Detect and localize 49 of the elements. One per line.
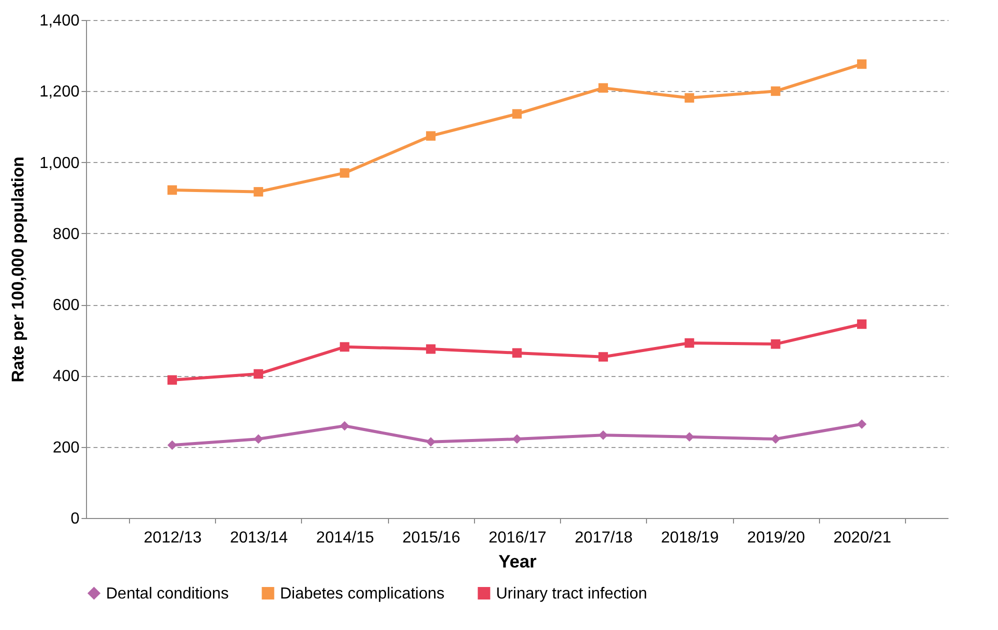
point: [167, 375, 177, 385]
y-tick-label: 600: [52, 297, 80, 314]
y-tick-label: 1,400: [39, 12, 80, 30]
y-tick-label: 200: [52, 439, 80, 456]
y-tick-label: 1,200: [39, 84, 80, 101]
point: [340, 168, 350, 178]
point: [770, 339, 780, 349]
point: [512, 348, 522, 358]
point: [340, 421, 350, 431]
x-tick-label: 2020/21: [833, 530, 892, 546]
x-tick-label: 2018/19: [660, 530, 719, 546]
point: [684, 432, 694, 442]
point: [770, 86, 780, 96]
y-axis-title: Rate per 100,000 population: [8, 156, 28, 382]
point: [167, 185, 177, 195]
point: [770, 434, 780, 444]
y-tick-label: 800: [52, 226, 80, 243]
point: [857, 419, 867, 429]
legend-label: Diabetes complications: [280, 585, 445, 602]
point: [340, 342, 350, 352]
point: [512, 434, 522, 444]
point: [254, 187, 264, 197]
legend-label: Dental conditions: [106, 585, 229, 602]
point: [857, 319, 867, 329]
y-tick-label: 0: [70, 510, 80, 528]
x-tick-label: 2016/17: [488, 530, 547, 546]
point: [254, 434, 264, 444]
point: [167, 440, 177, 450]
y-tick-label: 1,000: [39, 154, 80, 172]
point: [598, 430, 608, 440]
point: [598, 83, 608, 93]
x-axis-title: Year: [498, 552, 537, 572]
point: [426, 131, 436, 141]
point: [857, 59, 867, 69]
x-tick-label: 2019/20: [747, 530, 806, 546]
x-tick-label: 2014/15: [316, 530, 374, 546]
y-tick-label: 400: [52, 368, 80, 386]
point: [426, 344, 436, 354]
legend-label: Urinary tract infection: [496, 585, 648, 602]
point: [512, 109, 522, 119]
x-tick-label: 2013/14: [230, 530, 288, 546]
x-tick-label: 2012/13: [144, 530, 202, 546]
point: [598, 352, 608, 362]
point: [254, 369, 264, 379]
x-tick-label: 2015/16: [402, 530, 460, 546]
point: [426, 437, 436, 447]
point: [684, 93, 694, 103]
x-tick-label: 2017/18: [574, 530, 633, 546]
point: [684, 338, 694, 348]
